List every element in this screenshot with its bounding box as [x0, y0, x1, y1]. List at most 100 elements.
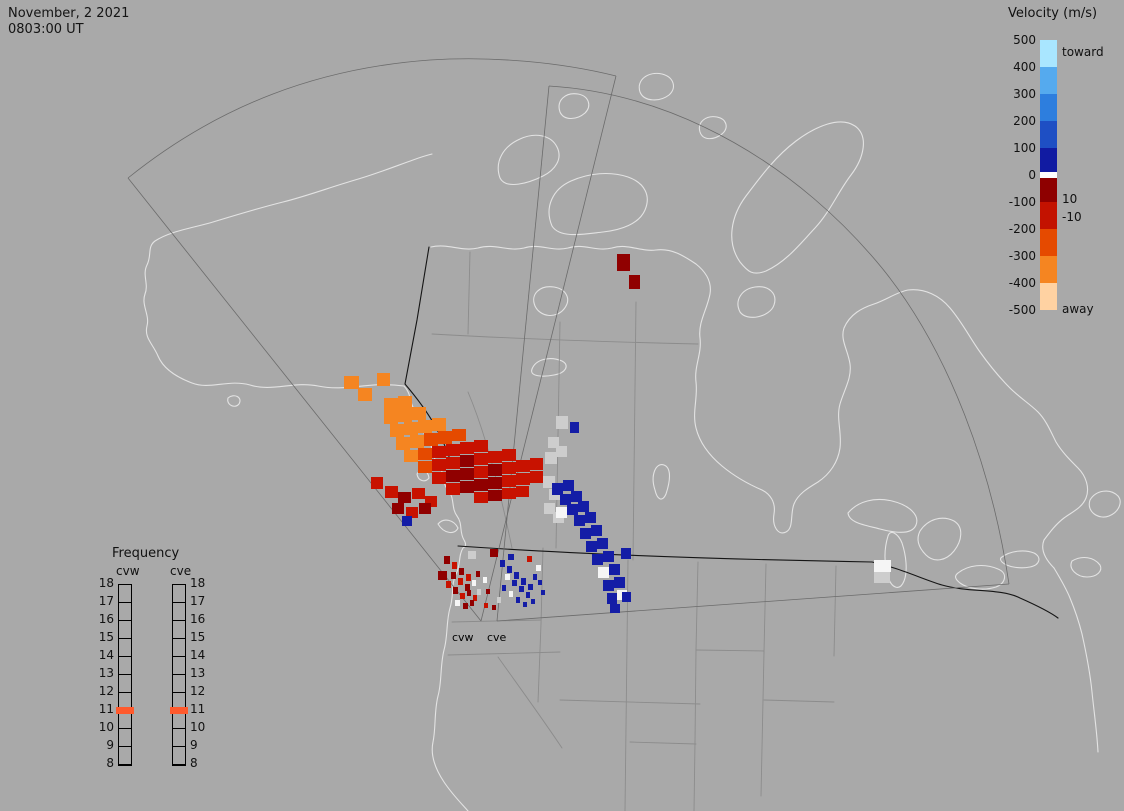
frequency-scale-value: 14 [190, 648, 206, 662]
velocity-colorbar-segment [1040, 121, 1057, 148]
timestamp: November, 2 2021 0803:00 UT [8, 6, 129, 38]
velocity-cell [474, 466, 488, 478]
frequency-scale-value: 13 [190, 666, 206, 680]
velocity-cell [607, 593, 617, 604]
velocity-tick-label: 300 [1013, 87, 1036, 101]
velocity-cell [425, 496, 437, 507]
frequency-scale-value: 15 [98, 630, 114, 644]
frequency-bar-segment [173, 729, 185, 747]
velocity-tick-label: -500 [1008, 303, 1036, 317]
velocity-cell [567, 504, 578, 515]
lake-ontario [999, 550, 1040, 569]
velocity-cell [446, 581, 451, 588]
timestamp-date: November, 2 2021 [8, 6, 130, 21]
velocity-cell [519, 586, 524, 592]
velocity-colorbar-segment [1040, 172, 1057, 178]
velocity-cell [390, 424, 404, 437]
velocity-cell [444, 556, 450, 564]
velocity-legend-title: Velocity (m/s) [1008, 6, 1098, 21]
velocity-cell [580, 528, 591, 539]
velocity-cell [598, 567, 609, 578]
lake-superior [847, 498, 918, 533]
velocity-legend: Velocity (m/s) 500 400 300 200 100 0 -100 -200 -… [1000, 6, 1124, 340]
velocity-cell [451, 572, 456, 579]
velocity-cell [523, 602, 527, 607]
velocity-cell [473, 595, 477, 601]
velocity-cell [527, 556, 532, 562]
velocity-cell [477, 589, 481, 595]
away-label: away [1062, 302, 1094, 316]
velocity-cell [371, 477, 383, 489]
velocity-cell [474, 440, 488, 452]
velocity-cell [438, 431, 452, 444]
frequency-bar-segment [119, 603, 131, 621]
velocity-cell [396, 437, 410, 450]
velocity-cell [474, 453, 488, 465]
frequency-bar-segment [119, 639, 131, 657]
velocity-cell [424, 433, 438, 446]
velocity-cell [500, 560, 505, 567]
province-line [632, 301, 637, 561]
velocity-cell [544, 503, 555, 514]
velocity-cell [530, 471, 543, 483]
velocity-colorbar-segment [1040, 283, 1057, 310]
velocity-cell [592, 554, 603, 565]
frequency-scale-value: 15 [190, 630, 206, 644]
velocity-cell [385, 486, 398, 498]
velocity-cell [629, 275, 640, 289]
cve-fan-right-edge [496, 583, 1010, 622]
velocity-tick-label: -100 [1008, 195, 1036, 209]
velocity-cell [460, 481, 474, 493]
velocity-cell [384, 398, 398, 411]
state-line [451, 619, 542, 623]
frequency-scale-value: 11 [98, 702, 114, 716]
velocity-cell [490, 549, 498, 557]
frequency-legend: Frequency cvw cve 18 17 16 15 14 13 12 11 10 9 8 1… [90, 544, 240, 789]
threshold-label-positive: 10 [1062, 192, 1078, 206]
velocity-cell [432, 446, 446, 458]
velocity-cell [548, 437, 559, 448]
state-line [537, 623, 542, 703]
velocity-colorbar [1040, 40, 1057, 310]
velocity-cell [452, 562, 457, 569]
velocity-cell [398, 492, 411, 503]
velocity-cell [622, 592, 631, 602]
frequency-scale-value: 11 [190, 702, 206, 716]
velocity-cell [377, 373, 390, 386]
velocity-cell [502, 488, 516, 499]
velocity-cell [459, 568, 464, 575]
southampton-island [737, 286, 776, 318]
frequency-bar-segment [173, 621, 185, 639]
velocity-colorbar-segment [1040, 229, 1057, 256]
velocity-cell [533, 574, 537, 580]
velocity-cell [483, 577, 487, 583]
velocity-cell [516, 597, 520, 603]
velocity-cell [384, 411, 398, 424]
state-line [540, 547, 544, 625]
velocity-cell [541, 590, 545, 595]
frequency-scale-left: 18 17 16 15 14 13 12 11 10 9 8 [90, 577, 114, 770]
velocity-cell [474, 492, 488, 503]
velocity-tick-label: -400 [1008, 276, 1036, 290]
velocity-colorbar-segment [1040, 177, 1057, 202]
velocity-cell [472, 580, 476, 586]
velocity-cell [474, 479, 488, 491]
baffin-island [731, 121, 864, 274]
frequency-scale-value: 17 [190, 594, 206, 608]
velocity-cell [497, 597, 501, 603]
velocity-tick-label: -200 [1008, 222, 1036, 236]
state-line [694, 649, 697, 743]
victoria-island [548, 172, 648, 236]
frequency-scale-value: 18 [190, 576, 206, 590]
velocity-cell [455, 600, 460, 606]
velocity-cell [406, 507, 418, 518]
velocity-cell [460, 468, 474, 480]
velocity-cell [460, 455, 474, 467]
frequency-scale-value: 16 [98, 612, 114, 626]
kodiak-island [227, 395, 241, 407]
velocity-cell [404, 422, 418, 435]
velocity-cell [874, 572, 890, 583]
velocity-cell [488, 477, 502, 489]
velocity-cell [603, 551, 614, 562]
